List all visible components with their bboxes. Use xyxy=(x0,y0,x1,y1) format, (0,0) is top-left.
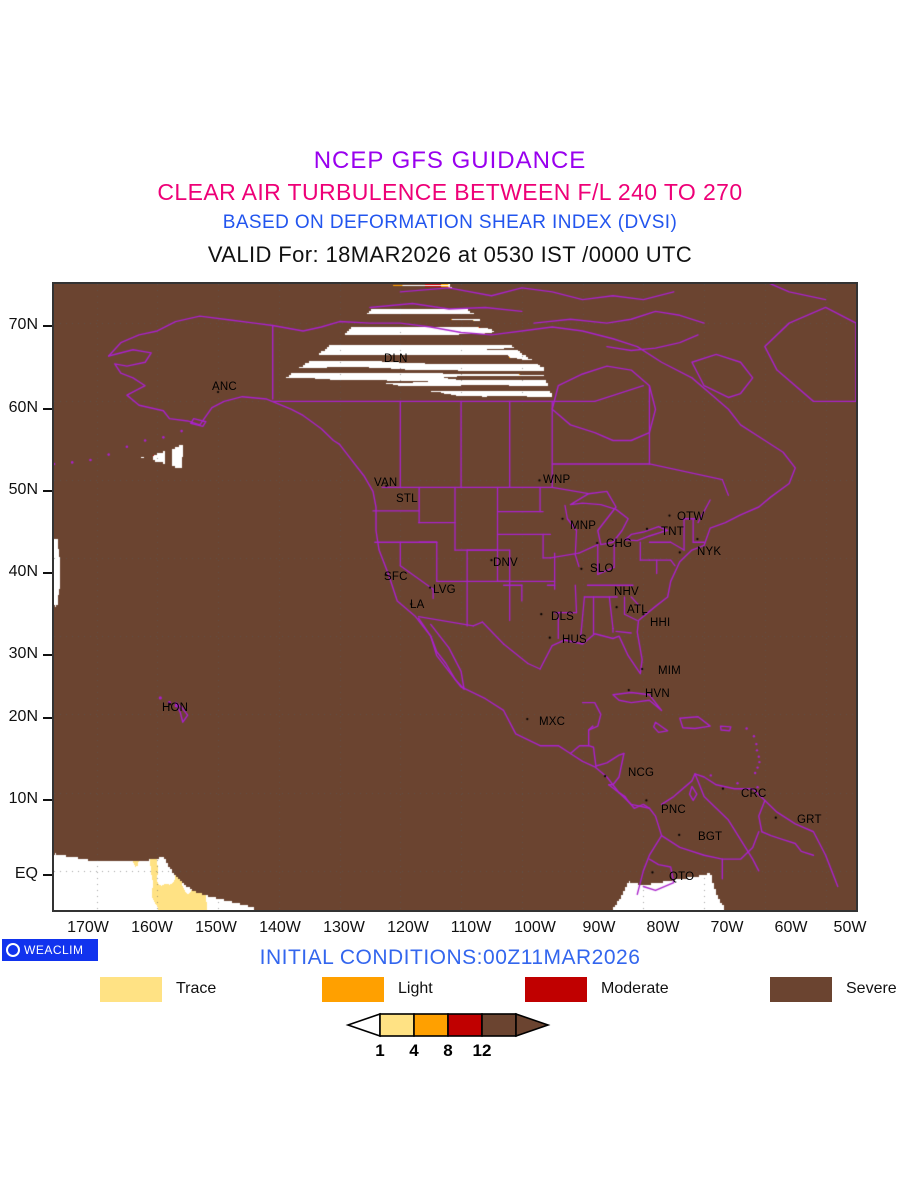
city-label-otw: OTW xyxy=(677,511,705,523)
lat-tick-label: 60N xyxy=(8,399,38,416)
city-label-crc: CRC xyxy=(741,788,767,800)
city-label-dnv: DNV xyxy=(493,557,518,569)
legend-item-severe: Severe xyxy=(770,976,897,1002)
city-label-dln: DLN xyxy=(384,353,408,365)
lon-tick-label: 150W xyxy=(195,919,237,936)
lon-tick-label: 140W xyxy=(259,919,301,936)
city-label-bgt: BGT xyxy=(698,831,723,843)
lat-tick-mark xyxy=(43,654,52,656)
lat-tick-label: 50N xyxy=(8,481,38,498)
city-label-wnp: WNP xyxy=(543,474,571,486)
lat-tick-label: 10N xyxy=(8,790,38,807)
title-block: NCEP GFS GUIDANCE CLEAR AIR TURBULENCE B… xyxy=(0,146,900,272)
weaclim-logo-label: WEACLIM xyxy=(24,943,84,957)
colorbar-tick-12: 12 xyxy=(472,1041,492,1060)
legend-item-moderate: Moderate xyxy=(525,976,669,1002)
title-model: NCEP GFS GUIDANCE xyxy=(313,147,587,174)
city-label-hon: HON xyxy=(162,702,189,714)
city-label-lvg: LVG xyxy=(433,584,456,596)
city-label-pnc: PNC xyxy=(661,804,686,816)
city-label-dls: DLS xyxy=(551,611,574,623)
colorbar-left-arrow xyxy=(345,1012,381,1038)
legend-label-trace: Trace xyxy=(176,980,217,997)
cat-heatmap-canvas[interactable] xyxy=(54,284,856,910)
city-label-ncg: NCG xyxy=(628,767,655,779)
colorbar-graphic xyxy=(345,1012,551,1038)
lon-tick-label: 70W xyxy=(710,919,744,936)
colorbar-right-arrow xyxy=(515,1012,551,1038)
lat-tick-label: 40N xyxy=(8,563,38,580)
colorbar-tick-1: 1 xyxy=(375,1041,385,1060)
lat-tick-mark xyxy=(43,874,52,876)
city-label-mnp: MNP xyxy=(570,520,597,532)
city-label-van: VAN xyxy=(374,477,398,489)
colorbar-band-1 xyxy=(413,1013,449,1037)
title-product: CLEAR AIR TURBULENCE BETWEEN F/L 240 TO … xyxy=(157,179,743,205)
legend-item-light: Light xyxy=(322,976,433,1002)
colorbar-band-0 xyxy=(379,1013,415,1037)
lon-tick-label: 120W xyxy=(387,919,429,936)
city-label-nhv: NHV xyxy=(614,586,639,598)
legend-label-moderate: Moderate xyxy=(601,980,669,997)
colorbar: 1 4 8 12 xyxy=(342,1010,562,1062)
lat-tick-mark xyxy=(43,799,52,801)
title-basis: BASED ON DEFORMATION SHEAR INDEX (DVSI) xyxy=(222,212,678,233)
legend-swatch-light xyxy=(322,976,384,1002)
city-label-hvn: HVN xyxy=(645,688,670,700)
legend-swatch-trace xyxy=(100,976,162,1002)
lon-tick-label: 90W xyxy=(582,919,616,936)
city-label-hus: HUS xyxy=(562,634,587,646)
city-label-atl: ATL xyxy=(627,604,648,616)
legend-item-trace: Trace xyxy=(100,976,216,1002)
legend-label-light: Light xyxy=(398,980,433,997)
city-label-la: LA xyxy=(410,599,425,611)
lat-tick-mark xyxy=(43,325,52,327)
city-label-tnt: TNT xyxy=(661,526,684,538)
severity-legend: Trace Light Moderate Severe xyxy=(0,976,900,1006)
lat-tick-label: EQ xyxy=(14,865,38,882)
colorbar-tick-8: 8 xyxy=(443,1041,453,1060)
lon-tick-label: 50W xyxy=(833,919,867,936)
lon-tick-label: 170W xyxy=(67,919,109,936)
legend-label-severe: Severe xyxy=(846,980,897,997)
legend-swatch-moderate xyxy=(525,976,587,1002)
lon-tick-label: 60W xyxy=(774,919,808,936)
city-label-anc: ANC xyxy=(212,381,237,393)
weaclim-logo[interactable]: WEACLIM xyxy=(2,939,98,961)
colorbar-band-2 xyxy=(447,1013,483,1037)
lon-tick-label: 160W xyxy=(131,919,173,936)
city-label-qto: QTO xyxy=(669,871,695,883)
lon-tick-label: 100W xyxy=(514,919,556,936)
city-label-stl: STL xyxy=(396,493,418,505)
city-label-grt: GRT xyxy=(797,814,822,826)
lat-tick-mark xyxy=(43,717,52,719)
city-label-slo: SLO xyxy=(590,563,614,575)
city-label-nyk: NYK xyxy=(697,546,722,558)
circle-logo-icon xyxy=(6,943,20,957)
city-label-hhi: HHI xyxy=(650,617,671,629)
city-label-mxc: MXC xyxy=(539,716,566,728)
lat-tick-label: 30N xyxy=(8,645,38,662)
legend-swatch-severe xyxy=(770,976,832,1002)
city-label-sfc: SFC xyxy=(384,571,408,583)
city-label-chg: CHG xyxy=(606,538,633,550)
lon-tick-label: 130W xyxy=(323,919,365,936)
lon-tick-label: 110W xyxy=(450,919,492,936)
lon-tick-label: 80W xyxy=(646,919,680,936)
lat-tick-label: 70N xyxy=(8,316,38,333)
lat-tick-mark xyxy=(43,408,52,410)
lat-tick-mark xyxy=(43,490,52,492)
lat-tick-label: 20N xyxy=(8,708,38,725)
colorbar-tick-4: 4 xyxy=(409,1041,419,1060)
city-label-mim: MIM xyxy=(658,665,681,677)
colorbar-band-3 xyxy=(481,1013,517,1037)
lat-tick-mark xyxy=(43,572,52,574)
initial-conditions-text: INITIAL CONDITIONS:00Z11MAR2026 xyxy=(259,946,641,969)
map-plot-frame[interactable]: ANC DLN VAN STL WNP MNP CHG OTW TNT NYK DNV SLO SFC L… xyxy=(52,282,858,912)
title-valid-time: VALID For: 18MAR2026 at 0530 IST /0000 U… xyxy=(207,242,693,267)
